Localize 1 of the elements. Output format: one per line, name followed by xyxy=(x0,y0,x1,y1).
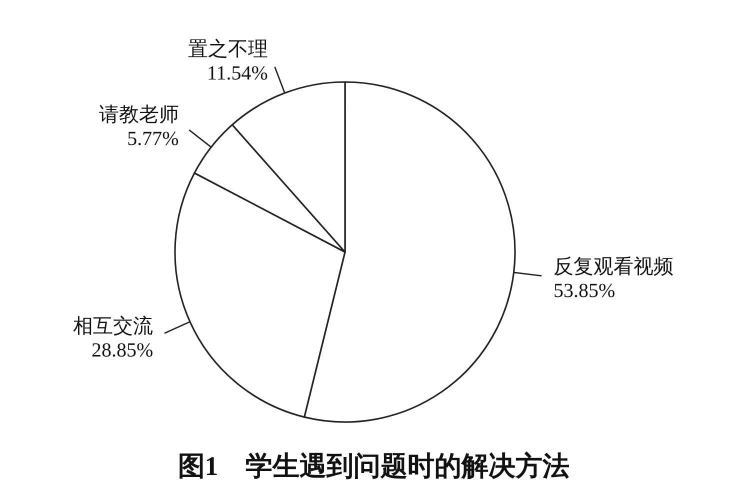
title: 图1 学生遇到问题时的解决方法 xyxy=(178,451,570,481)
